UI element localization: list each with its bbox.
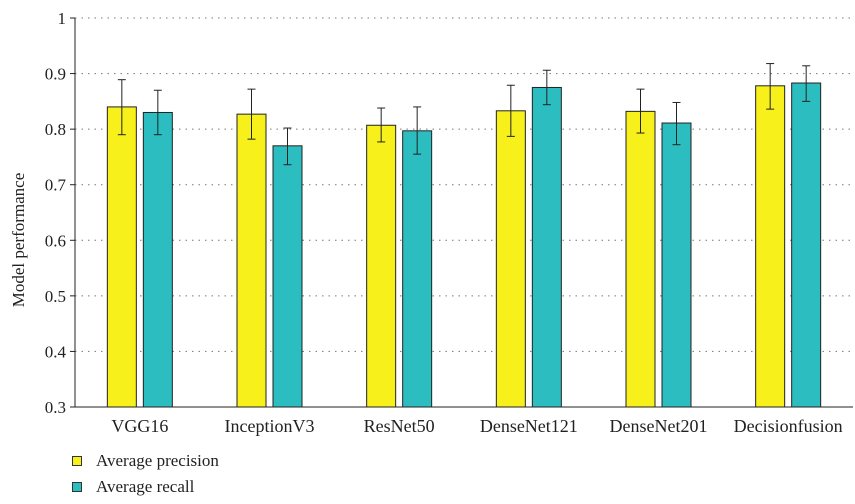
x-tick-label: Decisionfusion — [734, 416, 843, 436]
bar — [661, 122, 692, 408]
legend-item-recall: Average recall — [72, 474, 219, 500]
x-tick-label: InceptionV3 — [225, 416, 315, 436]
bar — [106, 106, 137, 408]
y-tick-label: 0.4 — [45, 342, 67, 361]
bar — [531, 86, 562, 408]
bar — [495, 110, 526, 408]
y-tick-label: 0.5 — [45, 287, 66, 306]
bar — [791, 82, 822, 408]
y-tick-label: 0.9 — [45, 65, 66, 84]
legend: Average precision Average recall — [72, 448, 219, 500]
y-tick-label: 0.7 — [45, 176, 67, 195]
y-tick-label: 0.6 — [45, 231, 66, 250]
bars — [106, 63, 822, 408]
bar — [366, 124, 397, 408]
bar — [142, 111, 173, 408]
legend-swatch-precision — [72, 456, 82, 466]
y-axis: 0.3 0.4 0.5 0.6 0.7 0.8 0.9 1 — [45, 9, 76, 417]
x-tick-label: DenseNet121 — [480, 416, 578, 436]
bar — [236, 113, 267, 408]
y-tick-label: 0.8 — [45, 120, 66, 139]
x-tick-label: DenseNet201 — [610, 416, 708, 436]
bar — [272, 145, 303, 408]
bar — [625, 110, 656, 408]
legend-swatch-recall — [72, 482, 82, 492]
bar — [755, 85, 786, 408]
legend-label-precision: Average precision — [96, 451, 219, 470]
x-axis: VGG16 InceptionV3 ResNet50 DenseNet121 Dense… — [75, 406, 853, 436]
x-tick-label: VGG16 — [111, 416, 168, 436]
legend-label-recall: Average recall — [96, 477, 195, 496]
y-tick-label: 0.3 — [45, 398, 66, 417]
x-tick-label: ResNet50 — [364, 416, 435, 436]
y-tick-label: 1 — [58, 9, 67, 28]
y-axis-title: Model performance — [9, 173, 28, 308]
grid-lines — [75, 17, 853, 352]
bar — [402, 130, 433, 408]
legend-item-precision: Average precision — [72, 448, 219, 474]
